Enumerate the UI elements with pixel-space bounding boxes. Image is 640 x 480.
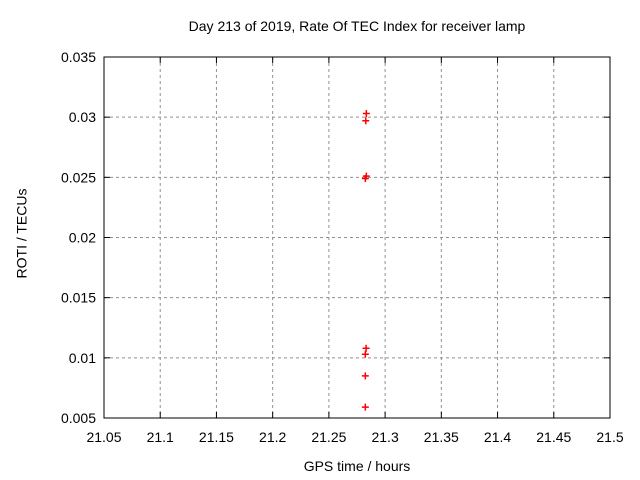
data-point-marker [361, 350, 369, 358]
y-tick-label: 0.01 [69, 350, 96, 366]
x-tick-label: 21.5 [596, 429, 623, 445]
x-tick-label: 21.05 [86, 429, 121, 445]
x-tick-label: 21.45 [536, 429, 571, 445]
x-tick-label: 21.15 [199, 429, 234, 445]
y-tick-label: 0.03 [69, 109, 96, 125]
x-tick-label: 21.1 [147, 429, 174, 445]
x-axis-label: GPS time / hours [303, 458, 411, 474]
x-tick-label: 21.2 [259, 429, 286, 445]
data-point-marker [362, 117, 370, 125]
data-point-marker [362, 110, 370, 118]
y-tick-label: 0.02 [69, 230, 96, 246]
plot-border [103, 56, 611, 419]
y-tick-label: 0.015 [61, 290, 96, 306]
y-tick-label: 0.035 [61, 49, 96, 65]
data-point-marker [361, 403, 369, 411]
y-tick-label: 0.025 [61, 169, 96, 185]
data-point-marker [361, 372, 369, 380]
chart-title: Day 213 of 2019, Rate Of TEC Index for r… [188, 18, 526, 34]
data-point-marker [361, 175, 369, 183]
data-point-marker [362, 344, 370, 352]
x-tick-label: 21.3 [371, 429, 398, 445]
x-tick-label: 21.35 [424, 429, 459, 445]
x-tick-label: 21.4 [484, 429, 511, 445]
y-tick-label: 0.005 [61, 410, 96, 426]
x-tick-label: 21.25 [311, 429, 346, 445]
